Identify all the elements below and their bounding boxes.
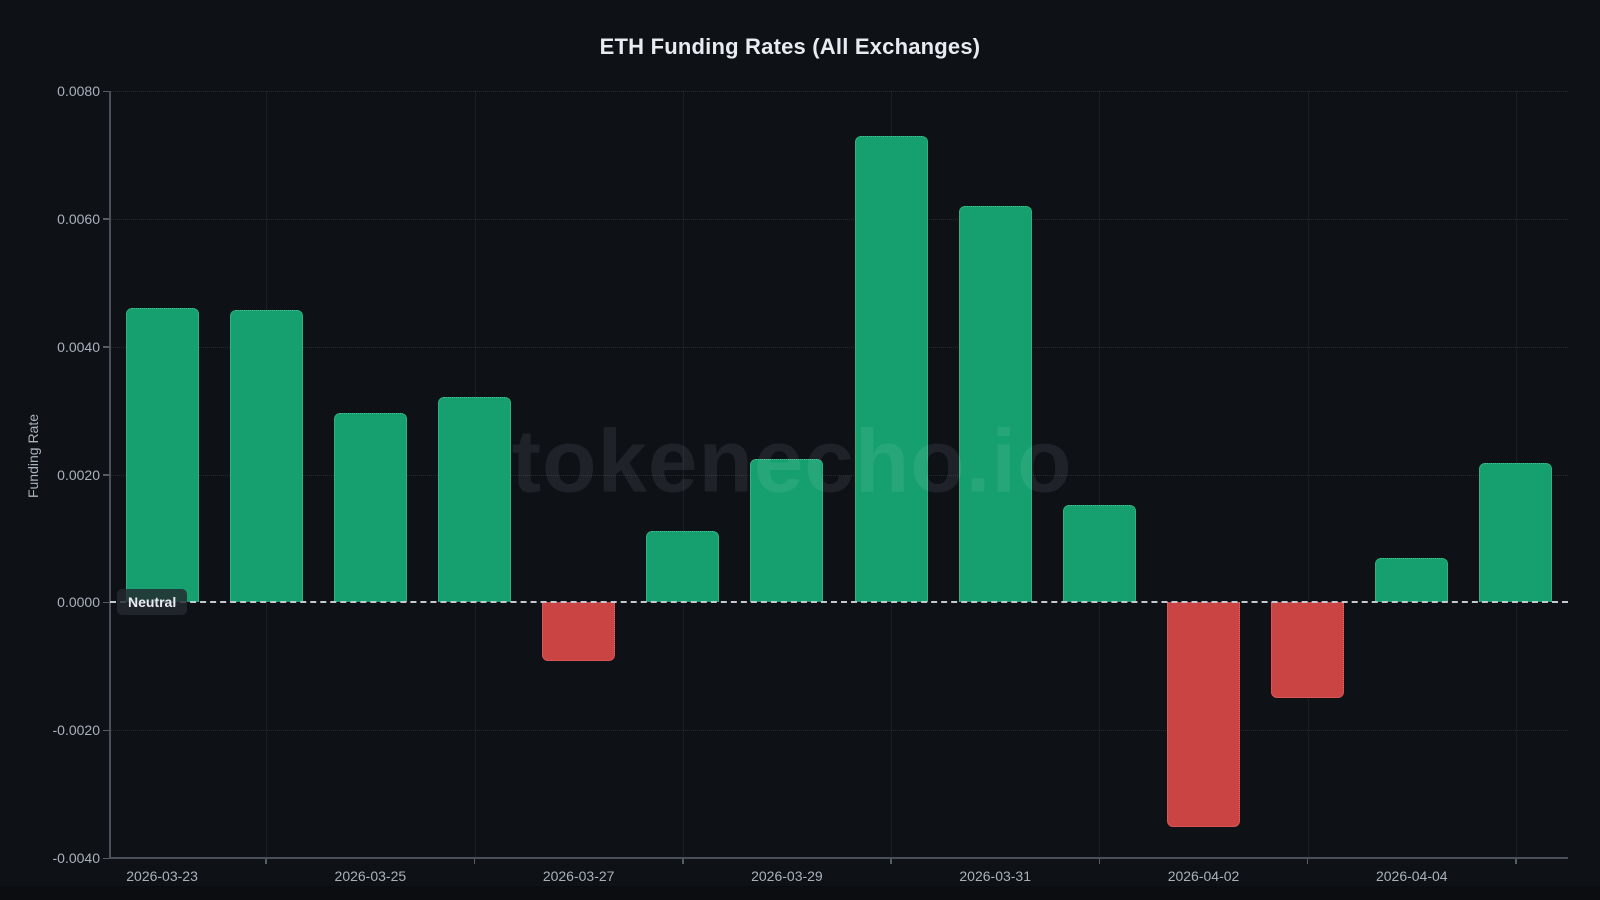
- funding-bar: [958, 206, 1032, 603]
- neutral-badge: Neutral: [117, 589, 188, 616]
- y-tick-mark: [103, 729, 110, 732]
- y-tick-mark: [103, 857, 110, 859]
- x-tick-label: 2026-03-31: [959, 868, 1032, 884]
- x-tick-label: 2026-04-02: [1167, 868, 1240, 884]
- h-gridline: [110, 346, 1568, 348]
- y-tick-mark: [103, 601, 110, 604]
- funding-bar: [1479, 462, 1553, 603]
- funding-bar: [542, 602, 616, 662]
- x-tick-mark: [682, 858, 684, 864]
- y-tick-mark: [103, 90, 110, 92]
- h-gridline: [110, 730, 1568, 732]
- v-gridline: [682, 91, 684, 858]
- x-tick-label: 2026-03-25: [334, 868, 407, 884]
- x-tick-mark: [1306, 858, 1309, 864]
- funding-bar: [1375, 557, 1449, 603]
- x-tick-mark: [265, 858, 267, 864]
- neutral-zero-line: [110, 601, 1568, 604]
- x-tick-label: 2026-03-29: [751, 868, 823, 884]
- funding-bar: [229, 310, 303, 603]
- funding-bar: [854, 135, 928, 603]
- funding-bar: [1062, 505, 1136, 603]
- x-tick-label: 2026-03-27: [542, 868, 615, 884]
- v-gridline: [1099, 91, 1101, 858]
- y-tick-label: -0.0040: [52, 850, 100, 866]
- x-tick-mark: [473, 858, 476, 864]
- funding-bar: [125, 308, 199, 603]
- h-gridline: [110, 858, 1568, 859]
- y-tick-label: 0.0040: [57, 338, 100, 355]
- y-axis-title: Funding Rate: [25, 413, 41, 499]
- y-tick-mark: [103, 346, 110, 348]
- funding-bar: [333, 413, 407, 603]
- x-tick-label: 2026-04-04: [1375, 868, 1448, 884]
- y-tick-mark: [103, 218, 110, 220]
- y-tick-label: 0.0020: [57, 466, 100, 483]
- y-tick-label: -0.0020: [52, 722, 100, 739]
- x-tick-mark: [1515, 858, 1517, 864]
- y-tick-label: 0.0000: [57, 594, 100, 611]
- funding-bar: [1271, 602, 1345, 699]
- x-axis-spine: [109, 857, 1568, 859]
- x-tick-mark: [1098, 858, 1101, 864]
- x-tick-mark: [890, 858, 892, 864]
- y-tick-mark: [103, 474, 110, 476]
- h-gridline: [110, 91, 1568, 92]
- h-gridline: [110, 218, 1568, 220]
- bottom-edge-strip: [0, 886, 1600, 900]
- funding-bar: [750, 458, 824, 603]
- funding-bar: [438, 396, 511, 603]
- y-tick-label: 0.0060: [57, 210, 100, 227]
- h-gridline: [110, 474, 1568, 476]
- y-axis-spine: [109, 91, 111, 858]
- chart-title: ETH Funding Rates (All Exchanges): [599, 34, 981, 59]
- v-gridline: [1307, 91, 1309, 858]
- y-tick-label: 0.0080: [57, 83, 100, 99]
- x-tick-label: 2026-03-23: [126, 868, 198, 884]
- funding-bar: [1167, 602, 1240, 828]
- funding-bar: [646, 530, 720, 603]
